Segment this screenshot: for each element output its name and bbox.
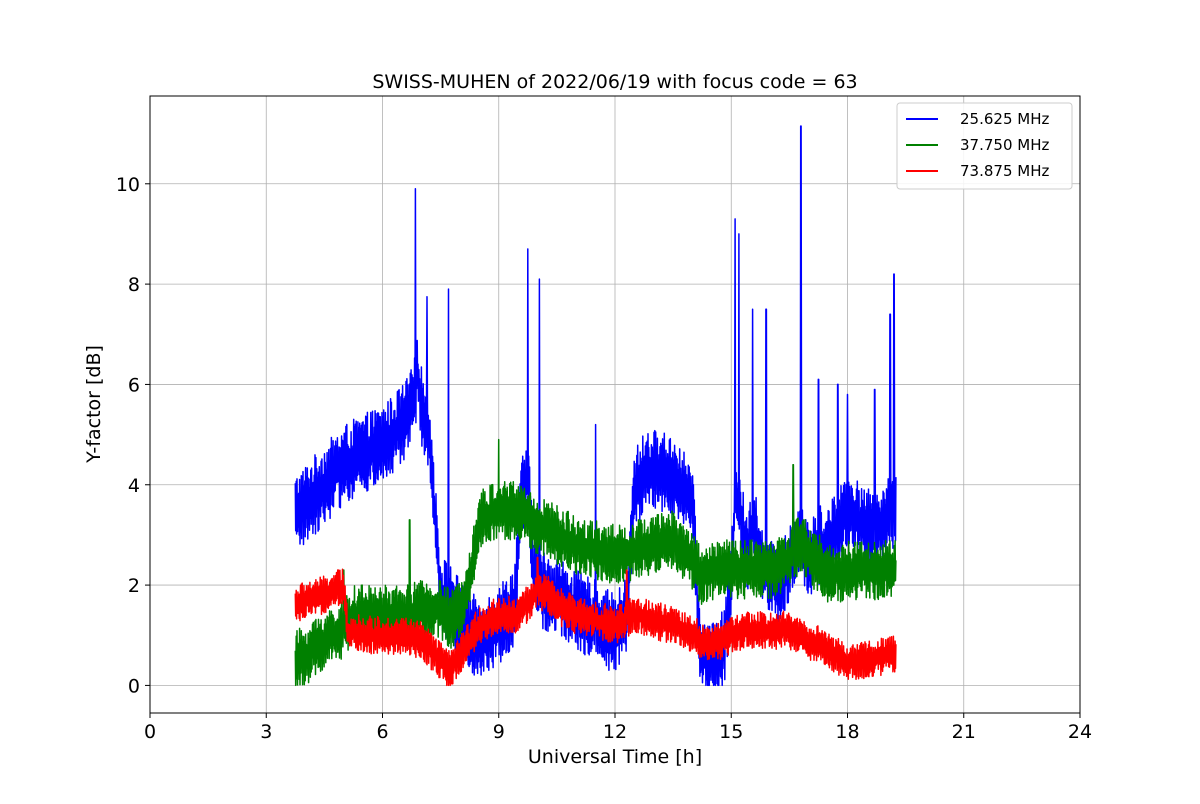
chart-title: SWISS-MUHEN of 2022/06/19 with focus cod…: [372, 71, 857, 93]
x-tick-label: 9: [493, 721, 505, 743]
legend-box: [896, 102, 1073, 190]
x-tick-label: 12: [603, 721, 627, 743]
x-tick-label: 3: [260, 721, 272, 743]
y-tick-label: 8: [128, 274, 140, 296]
x-tick-label: 18: [835, 721, 859, 743]
legend-label-series-3: 73.875 MHz: [960, 162, 1049, 180]
legend: 25.625 MHz 37.750 MHz 73.875 MHz: [896, 102, 1073, 190]
series-line-2: [294, 438, 897, 687]
x-tick-label: 24: [1068, 721, 1092, 743]
series-line-3: [294, 556, 897, 687]
x-tick-label: 21: [952, 721, 976, 743]
legend-label-series-1: 25.625 MHz: [960, 110, 1049, 128]
x-tick-label: 15: [719, 721, 743, 743]
legend-label-series-2: 37.750 MHz: [960, 136, 1049, 154]
y-tick-label: 0: [128, 675, 140, 697]
y-tick-label: 10: [116, 174, 140, 196]
series-lines: [294, 125, 897, 687]
y-tick-label: 4: [128, 475, 140, 497]
x-axis-label: Universal Time [h]: [528, 746, 702, 768]
y-axis-label: Y-factor [dB]: [83, 345, 105, 464]
x-tick-label: 0: [144, 721, 156, 743]
y-tick-label: 2: [128, 575, 140, 597]
x-tick-label: 6: [376, 721, 388, 743]
y-tick-label: 6: [128, 374, 140, 396]
